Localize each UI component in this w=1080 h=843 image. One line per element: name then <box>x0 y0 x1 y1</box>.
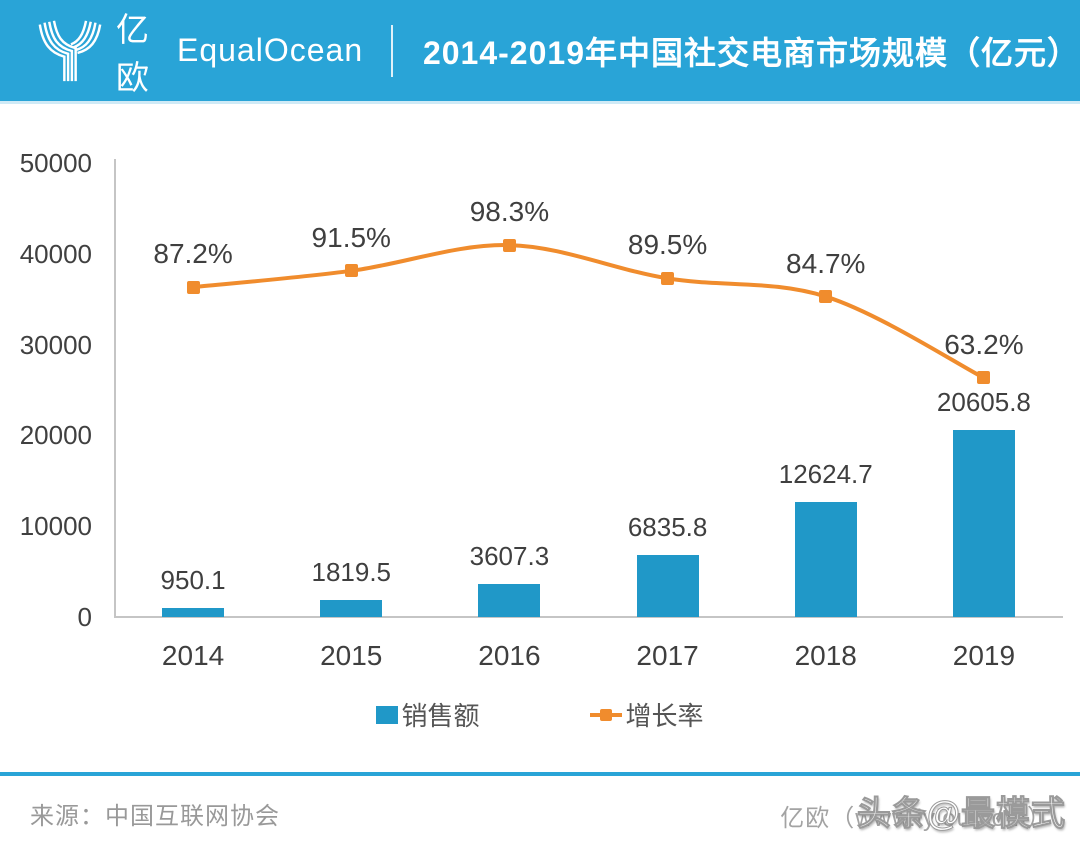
footer-divider <box>0 772 1080 776</box>
y-axis-tick-20000: 20000 <box>19 420 92 451</box>
line-marker-2016 <box>502 238 516 252</box>
bar-2019 <box>952 429 1015 617</box>
sales-swatch-icon <box>376 705 399 724</box>
growth-label-2018: 84.7% <box>786 247 866 279</box>
brand-cn: 亿欧 <box>116 10 152 96</box>
x-axis-label-2014: 2014 <box>161 640 225 671</box>
y-axis-line <box>114 159 116 617</box>
bar-2015 <box>320 600 383 617</box>
line-marker-2017 <box>661 271 675 285</box>
line-marker-2018 <box>819 290 833 304</box>
y-axis-tick-50000: 50000 <box>19 148 92 178</box>
bar-2016 <box>478 584 541 617</box>
brand-text: 亿欧 EqualOcean <box>106 3 363 99</box>
y-axis-tick-0: 0 <box>77 602 92 632</box>
bar-value-2018: 12624.7 <box>778 459 873 490</box>
y-axis-tick-10000: 10000 <box>19 511 92 542</box>
legend-item-growth: 增长率 <box>589 696 704 733</box>
brand-en: EqualOcean <box>176 32 364 68</box>
growth-label-2016: 98.3% <box>469 196 550 228</box>
legend-label-growth: 增长率 <box>625 701 704 731</box>
y-axis-tick-40000: 40000 <box>19 238 92 269</box>
line-marker-2019 <box>977 371 991 385</box>
x-axis-label-2018: 2018 <box>794 640 857 671</box>
x-axis-label-2017: 2017 <box>636 640 699 671</box>
chart-legend: 销售额 增长率 <box>0 696 1080 733</box>
page-title: 2014-2019年中国社交电商市场规模（亿元） <box>422 34 1080 71</box>
bar-2014 <box>162 608 225 617</box>
x-axis-line <box>114 616 1063 618</box>
legend-item-sales: 销售额 <box>376 696 480 733</box>
growth-label-2015: 91.5% <box>311 221 391 253</box>
x-axis-label-2019: 2019 <box>952 640 1016 671</box>
header-banner: 亿欧 EqualOcean 2014-2019年中国社交电商市场规模（亿元） <box>0 0 1080 104</box>
bar-value-2016: 3607.3 <box>469 541 550 572</box>
bar-value-2019: 20605.8 <box>936 386 1031 417</box>
x-axis-label-2016: 2016 <box>478 640 541 671</box>
source-note: 来源：中国互联网协会 <box>30 803 280 830</box>
line-marker-2014 <box>186 280 200 294</box>
bar-value-2014: 950.1 <box>160 565 226 596</box>
legend-label-sales: 销售额 <box>401 701 480 731</box>
bar-2018 <box>794 502 857 617</box>
equalocean-logo-icon <box>34 18 106 84</box>
bar-value-2017: 6835.8 <box>627 511 708 542</box>
growth-line-icon <box>589 708 622 721</box>
y-axis-tick-30000: 30000 <box>19 329 92 360</box>
bar-value-2015: 1819.5 <box>311 557 392 588</box>
watermark: 头条@最模式 <box>856 795 1066 834</box>
header-divider <box>391 24 393 77</box>
x-axis-label-2015: 2015 <box>320 640 383 671</box>
growth-label-2019: 63.2% <box>944 328 1024 360</box>
line-marker-2015 <box>344 264 358 278</box>
growth-label-2017: 89.5% <box>627 229 708 261</box>
credit-note: 亿欧（www.iyiou.com） <box>780 805 1052 832</box>
bar-2017 <box>636 554 699 617</box>
growth-label-2014: 87.2% <box>153 238 233 270</box>
